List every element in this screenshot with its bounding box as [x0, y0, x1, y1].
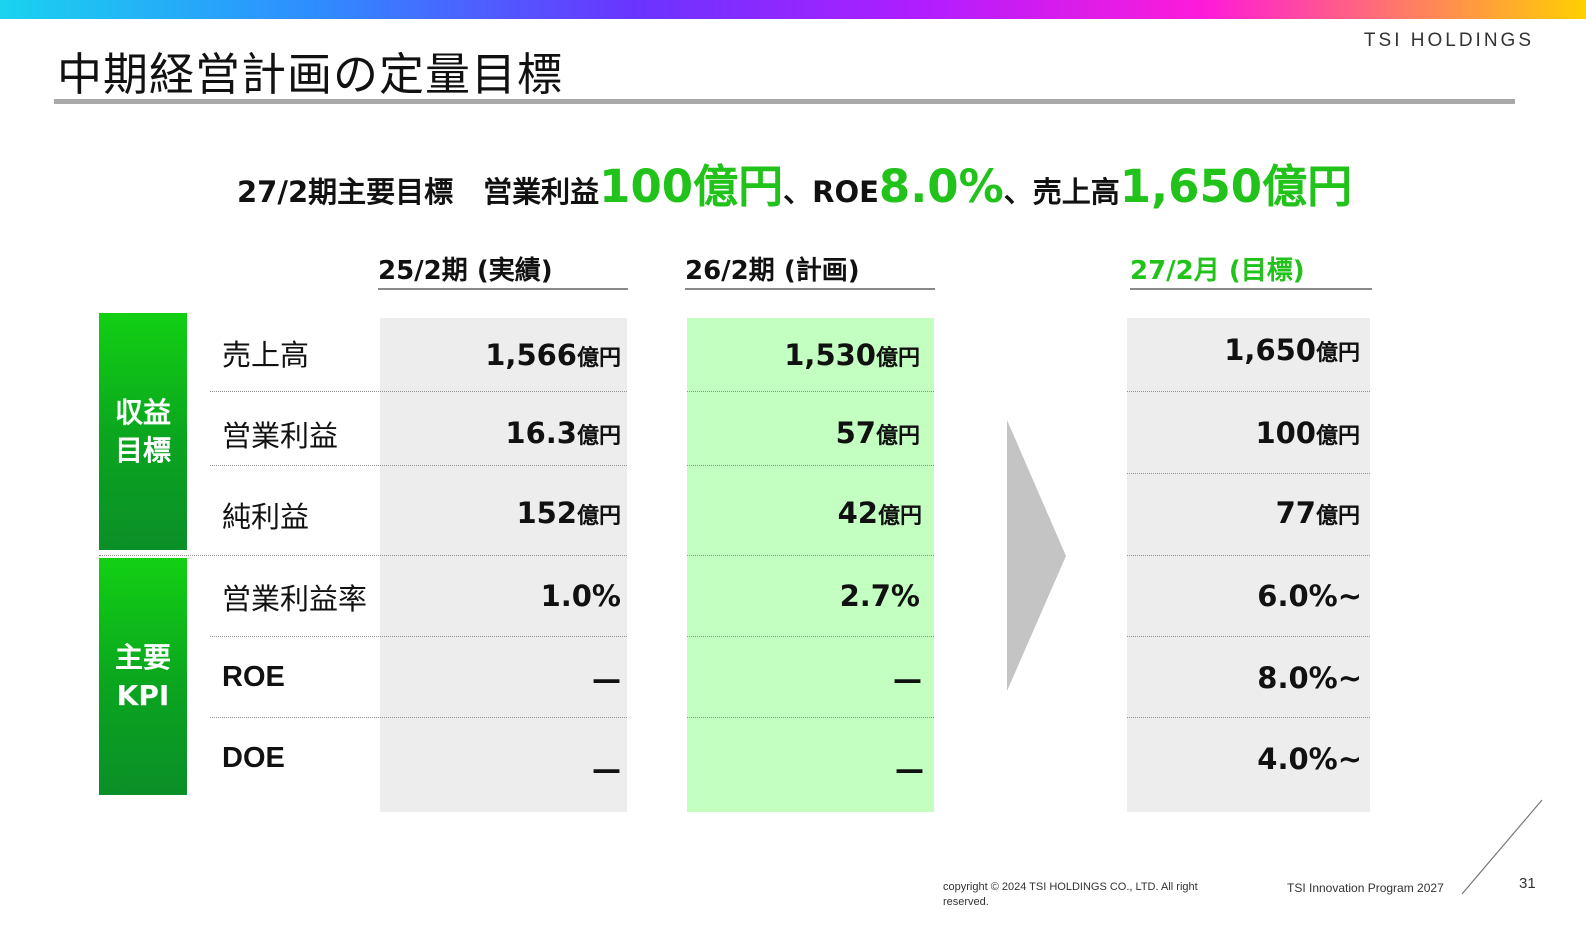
cell-plan-doe: —: [895, 752, 924, 786]
row-separator: [210, 465, 627, 466]
row-separator: [1127, 473, 1370, 474]
headline: 27/2期主要目標 営業利益100億円、ROE8.0%、売上高1,650億円: [237, 150, 1352, 215]
row-label-op-margin: 営業利益率: [222, 582, 368, 616]
headline-roe-value: 8.0%: [878, 160, 1004, 213]
cell-actual-sales: 1,566億円: [485, 338, 621, 372]
cell-actual-roe: —: [592, 662, 621, 696]
slash-decoration: [1461, 799, 1543, 895]
row-separator: [1127, 636, 1370, 637]
title-underline: [54, 99, 1515, 104]
column-target: 1,650億円 100億円 77億円 6.0%~ 8.0%~ 4.0%~: [1127, 318, 1370, 812]
headline-sep-1: 、: [783, 175, 813, 209]
cell-plan-net: 42億円: [837, 496, 922, 530]
program-name: TSI Innovation Program 2027: [1287, 881, 1444, 895]
row-separator: [99, 555, 627, 556]
row-label-roe: ROE: [222, 661, 285, 693]
headline-op-label: 営業利益: [483, 175, 600, 209]
cell-target-op: 100億円: [1255, 416, 1360, 450]
column-header-actual: 25/2期 (実績): [378, 250, 628, 290]
cell-actual-op: 16.3億円: [505, 416, 621, 450]
group-key-kpi: 主要 KPI: [99, 558, 187, 795]
row-separator: [687, 717, 934, 718]
column-plan: 1,530億円 57億円 42億円 2.7% — —: [687, 318, 934, 812]
column-header-plan: 26/2期 (計画): [685, 250, 935, 290]
row-label-operating-profit: 営業利益: [222, 419, 339, 453]
row-separator: [1127, 555, 1370, 556]
cell-actual-net: 152億円: [516, 496, 621, 530]
headline-prefix: 27/2期主要目標: [237, 175, 454, 209]
cell-target-sales: 1,650億円: [1224, 333, 1360, 367]
headline-roe-label: ROE: [812, 175, 879, 209]
group-revenue-targets: 収益 目標: [99, 313, 187, 550]
cell-plan-roe: —: [893, 662, 922, 696]
cell-target-roe: 8.0%~: [1257, 661, 1362, 695]
page-number: 31: [1519, 875, 1536, 892]
row-separator: [687, 636, 934, 637]
row-separator: [1127, 717, 1370, 718]
cell-target-net: 77億円: [1275, 496, 1360, 530]
cell-plan-sales: 1,530億円: [784, 338, 920, 372]
row-separator: [210, 636, 627, 637]
column-header-target: 27/2月 (目標): [1130, 250, 1372, 290]
row-separator: [687, 555, 934, 556]
row-label-net-profit: 純利益: [222, 500, 310, 534]
arrow-right-icon: [1007, 420, 1066, 691]
row-separator: [210, 391, 627, 392]
row-label-doe: DOE: [222, 742, 285, 774]
headline-sales-label: 売上高: [1032, 175, 1120, 209]
row-separator: [1127, 391, 1370, 392]
headline-sep-2: 、: [1003, 175, 1033, 209]
row-separator: [687, 465, 934, 466]
cell-target-doe: 4.0%~: [1257, 742, 1362, 776]
top-gradient-bar: [0, 0, 1586, 19]
cell-plan-op: 57億円: [835, 416, 920, 450]
cell-plan-opm: 2.7%: [839, 579, 920, 613]
row-label-sales: 売上高: [222, 338, 310, 372]
headline-op-value: 100億円: [599, 160, 784, 213]
cell-actual-doe: —: [592, 752, 621, 786]
brand-logo-text: TSI HOLDINGS: [1363, 30, 1534, 51]
row-separator: [210, 717, 627, 718]
row-separator: [687, 391, 934, 392]
cell-actual-opm: 1.0%: [540, 579, 621, 613]
page-title: 中期経営計画の定量目標: [57, 48, 564, 101]
copyright-text: copyright © 2024 TSI HOLDINGS CO., LTD. …: [943, 881, 1198, 908]
column-actual: 1,566億円 16.3億円 152億円 1.0% — —: [380, 318, 627, 812]
cell-target-opm: 6.0%~: [1257, 579, 1362, 613]
headline-sales-value: 1,650億円: [1119, 160, 1353, 213]
